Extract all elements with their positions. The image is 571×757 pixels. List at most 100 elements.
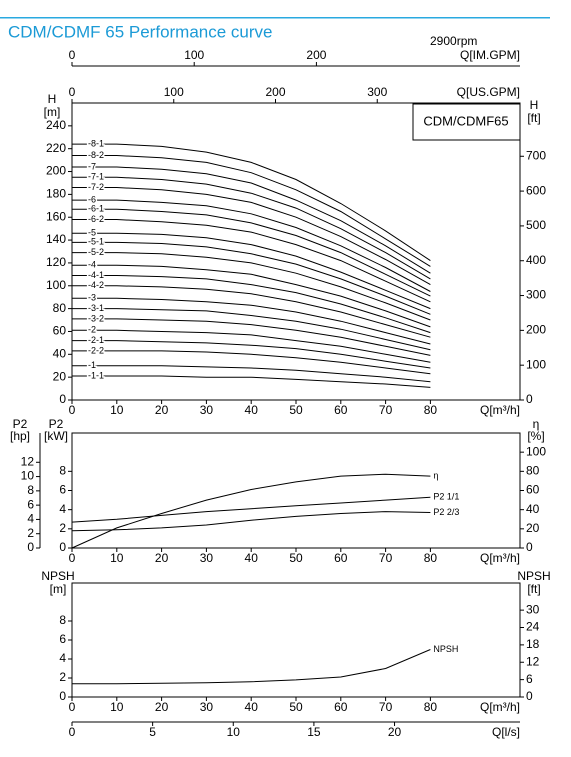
- x-tick-label: 50: [289, 700, 303, 714]
- curve-label: -2-1: [88, 335, 104, 345]
- x-tick-label: 60: [334, 403, 348, 417]
- y-tick-label: 4: [59, 502, 66, 516]
- curve: [72, 166, 431, 274]
- curve: [72, 340, 431, 369]
- y-tick-label: 100: [46, 278, 66, 292]
- curve-label: -2-2: [88, 345, 104, 355]
- y-tick-label: 4: [59, 651, 66, 665]
- x-tick-label: 40: [245, 403, 259, 417]
- curve: [72, 649, 431, 685]
- x-tick-label: 80: [424, 700, 438, 714]
- x-top-tick-label: 0: [69, 85, 76, 99]
- x-axis-label: Q[m³/h]: [480, 551, 520, 565]
- curve: [72, 176, 431, 280]
- curve: [72, 208, 431, 297]
- x-tick-label: 0: [69, 551, 76, 565]
- curve: [71, 511, 431, 532]
- y-tick-label: 220: [46, 141, 66, 155]
- curve: [72, 155, 431, 267]
- x-bottom-tick-label: 20: [388, 725, 402, 739]
- curve: [72, 199, 431, 292]
- y-tick-label: 18: [526, 637, 540, 651]
- chart-title: CDM/CDMF 65 Performance curve: [8, 22, 273, 41]
- x-tick-label: 10: [110, 403, 124, 417]
- curve: [72, 308, 431, 351]
- curve-label: -7-2: [88, 182, 104, 192]
- x-tick-label: 20: [155, 403, 169, 417]
- curve-label: -3: [88, 293, 96, 303]
- y-axis-unit: [m]: [50, 582, 67, 596]
- y-tick-label: 700: [526, 148, 546, 162]
- curve-label: -5: [88, 228, 96, 238]
- y-tick-label: 0: [526, 392, 533, 406]
- y2-axis-unit: [ft]: [527, 582, 540, 596]
- x-top-tick-label: 200: [265, 85, 285, 99]
- curve-label: P2 1/1: [433, 492, 459, 502]
- curve-label: -7: [88, 161, 96, 171]
- x-top-axis-label: Q[US.GPM]: [457, 85, 520, 99]
- curve: [72, 297, 431, 345]
- y-tick-label: 2: [59, 521, 66, 535]
- y-alt-axis-label: P2: [13, 417, 28, 431]
- y-tick-label: 2: [59, 670, 66, 684]
- y2-axis-label: η: [533, 417, 540, 431]
- x-tick-label: 40: [245, 551, 259, 565]
- curve: [72, 285, 431, 338]
- curve-label: -5-2: [88, 247, 104, 257]
- y-tick-label: 8: [59, 464, 66, 478]
- y-tick-label: 2: [27, 526, 34, 540]
- x-tick-label: 30: [200, 403, 214, 417]
- x-tick-label: 60: [334, 551, 348, 565]
- y-tick-label: 0: [59, 392, 66, 406]
- x-top-tick-label: 0: [69, 48, 76, 62]
- curve-label: -7-1: [88, 172, 104, 182]
- model-box: [412, 103, 521, 141]
- y-tick-label: 120: [46, 255, 66, 269]
- curve-label: NPSH: [433, 644, 458, 654]
- y-tick-label: 4: [27, 512, 34, 526]
- curve: [72, 187, 431, 286]
- y-axis-label: H: [48, 92, 57, 106]
- curve-label: -4-1: [88, 270, 104, 280]
- x-tick-label: 70: [379, 551, 393, 565]
- x-axis-label: Q[m³/h]: [480, 403, 520, 417]
- y-tick-label: 160: [46, 209, 66, 223]
- x-tick-label: 40: [245, 700, 259, 714]
- curve-label: -2: [88, 325, 96, 335]
- y-tick-label: 8: [27, 483, 34, 497]
- speed-label: 2900rpm: [430, 34, 477, 48]
- curve: [72, 252, 431, 321]
- curve: [72, 350, 431, 375]
- y-tick-label: 80: [526, 464, 540, 478]
- x-tick-label: 0: [69, 700, 76, 714]
- x-tick-label: 80: [424, 403, 438, 417]
- y-tick-label: 400: [526, 253, 546, 267]
- y-tick-label: 12: [21, 454, 35, 468]
- curve-label: -1-1: [88, 370, 104, 380]
- curve: [72, 329, 431, 363]
- curve-label: -5-1: [88, 237, 104, 247]
- x-top-tick-label: 300: [367, 85, 387, 99]
- y-tick-label: 8: [59, 613, 66, 627]
- curve-label: -4-2: [88, 280, 104, 290]
- y-tick-label: 0: [526, 689, 533, 703]
- y-tick-label: 60: [53, 324, 67, 338]
- x-tick-label: 10: [110, 551, 124, 565]
- x-tick-label: 20: [155, 700, 169, 714]
- y-tick-label: 0: [27, 540, 34, 554]
- y-tick-label: 0: [526, 540, 533, 554]
- curve: [72, 219, 431, 303]
- curve: [71, 473, 431, 549]
- model-label: CDM/CDMF65: [423, 113, 508, 128]
- x-bottom-tick-label: 0: [69, 725, 76, 739]
- y-tick-label: 300: [526, 288, 546, 302]
- curve-label: -6-1: [88, 204, 104, 214]
- plot-frame: [71, 432, 521, 549]
- curve-label: -6: [88, 194, 96, 204]
- curve: [72, 241, 431, 315]
- y-tick-label: 0: [59, 540, 66, 554]
- curve: [71, 496, 431, 523]
- curve-label: -3-1: [88, 303, 104, 313]
- x-top-tick-label: 100: [164, 85, 184, 99]
